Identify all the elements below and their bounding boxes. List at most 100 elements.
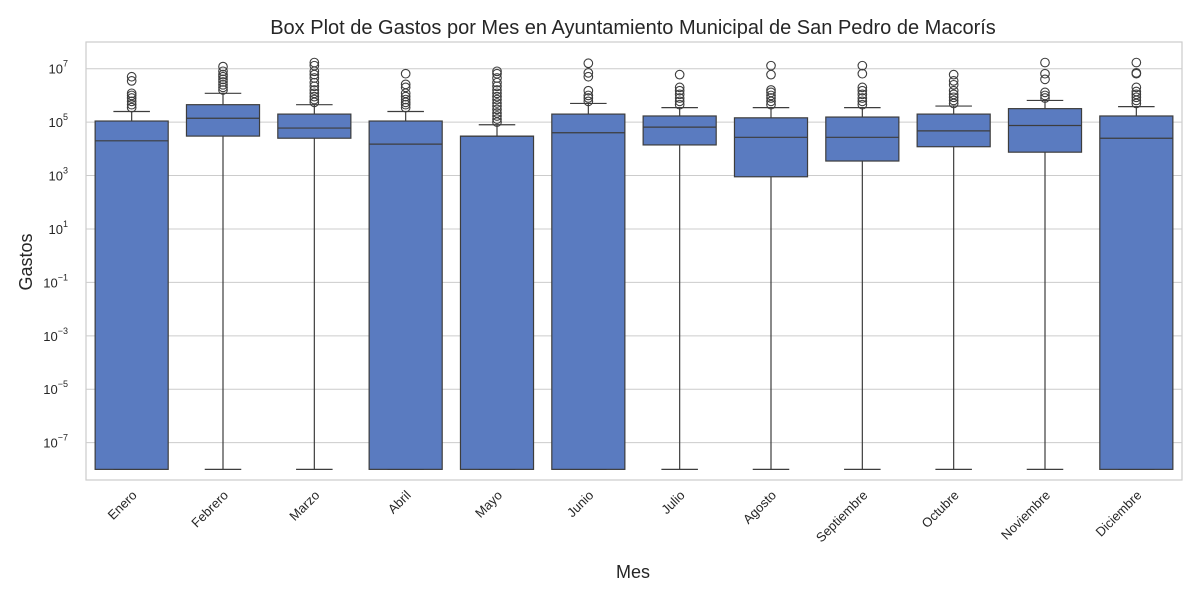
x-tick-label: Octubre [918,488,961,531]
outlier-point [218,82,228,93]
outlier-point [674,69,685,80]
box-enero [94,71,169,470]
outlier-point [1040,57,1050,68]
box-iqr [94,120,169,470]
outlier-point [1040,90,1050,101]
outlier-point [1131,86,1142,97]
box-iqr [185,104,261,137]
box-iqr [1099,115,1174,470]
box-diciembre [1099,57,1174,470]
outlier-point [309,60,320,71]
outlier-point [857,85,868,96]
outlier-point [766,93,776,103]
outlier-point [1040,87,1050,98]
x-tick-label: Junio [564,488,597,521]
outlier-point [492,85,502,95]
outlier-point [492,94,502,105]
outlier-point [309,94,320,105]
outlier-point [1040,93,1050,103]
y-axis-label: Gastos [16,233,36,290]
outlier-point [492,91,502,102]
y-axis-ticks: 107 105 103 101 10−1 10−3 10−5 10−7 [43,59,68,451]
outlier-point [1131,92,1142,103]
x-tick-label: Julio [658,488,688,518]
x-tick-label: Diciembre [1092,488,1144,540]
outlier-point [948,69,959,80]
outlier-point [126,71,137,82]
outlier-point [492,66,502,77]
outlier-point [1131,89,1142,100]
x-axis-ticks: Enero Febrero Marzo Abril Mayo Junio Julio Agos… [105,487,1145,545]
outlier-point [492,101,502,111]
outlier-point [492,88,502,99]
outlier-point [766,87,776,98]
box-marzo [277,57,352,470]
y-tick-label: 10−7 [43,433,68,451]
plot-frame [85,41,1183,481]
outlier-point [400,99,411,110]
outlier-point [583,67,594,78]
x-tick-label: Febrero [188,488,231,531]
outlier-point [218,69,228,80]
outlier-point [948,79,959,90]
outlier-point [674,99,685,110]
box-iqr [642,115,717,146]
outlier-point [400,94,411,105]
x-tick-label: Enero [105,488,140,523]
outlier-point [126,102,137,113]
outlier-point [857,68,868,79]
outlier-point [857,89,868,100]
outlier-point [948,76,959,86]
y-tick-label: 10−1 [43,272,68,290]
outlier-point [218,61,228,72]
outlier-point [766,85,776,95]
outlier-point [674,96,685,107]
outlier-point [948,85,959,96]
box-febrero [185,61,261,470]
boxes [94,57,1174,470]
outlier-point [492,111,502,121]
outlier-point [400,102,411,113]
outlier-point [126,93,137,103]
outlier-point [948,95,959,106]
box-iqr [551,113,626,470]
outlier-point [400,82,411,93]
y-tick-label: 10−5 [43,379,68,397]
outlier-point [857,82,868,93]
outlier-point [309,73,320,83]
outlier-point [766,60,776,71]
outlier-point [1040,68,1050,79]
box-julio [642,69,717,470]
x-tick-label: Marzo [286,488,322,524]
outlier-point [309,88,320,99]
outlier-point [126,96,137,107]
outlier-point [218,85,228,95]
outlier-point [857,93,868,103]
y-tick-label: 101 [49,219,68,237]
outlier-point [400,91,411,102]
x-tick-label: Septiembre [813,488,871,546]
box-octubre [916,69,991,470]
outlier-point [218,74,228,85]
x-tick-label: Agosto [740,488,779,527]
outlier-point [948,92,959,103]
outlier-point [583,58,594,69]
outlier-point [857,96,868,107]
outlier-point [766,90,776,101]
outlier-point [674,82,685,93]
outlier-point [674,93,685,103]
outlier-point [583,90,594,101]
box-iqr [1007,108,1083,153]
outlier-point [857,60,868,71]
outlier-point [218,79,228,90]
outlier-point [1131,67,1142,78]
x-tick-label: Abril [385,487,414,516]
outlier-point [309,91,320,102]
x-axis-label: Mes [616,562,650,582]
y-tick-label: 107 [49,59,68,77]
outlier-point [492,108,502,118]
x-tick-label: Mayo [472,488,505,521]
box-mayo [459,66,535,470]
box-iqr [368,120,443,470]
